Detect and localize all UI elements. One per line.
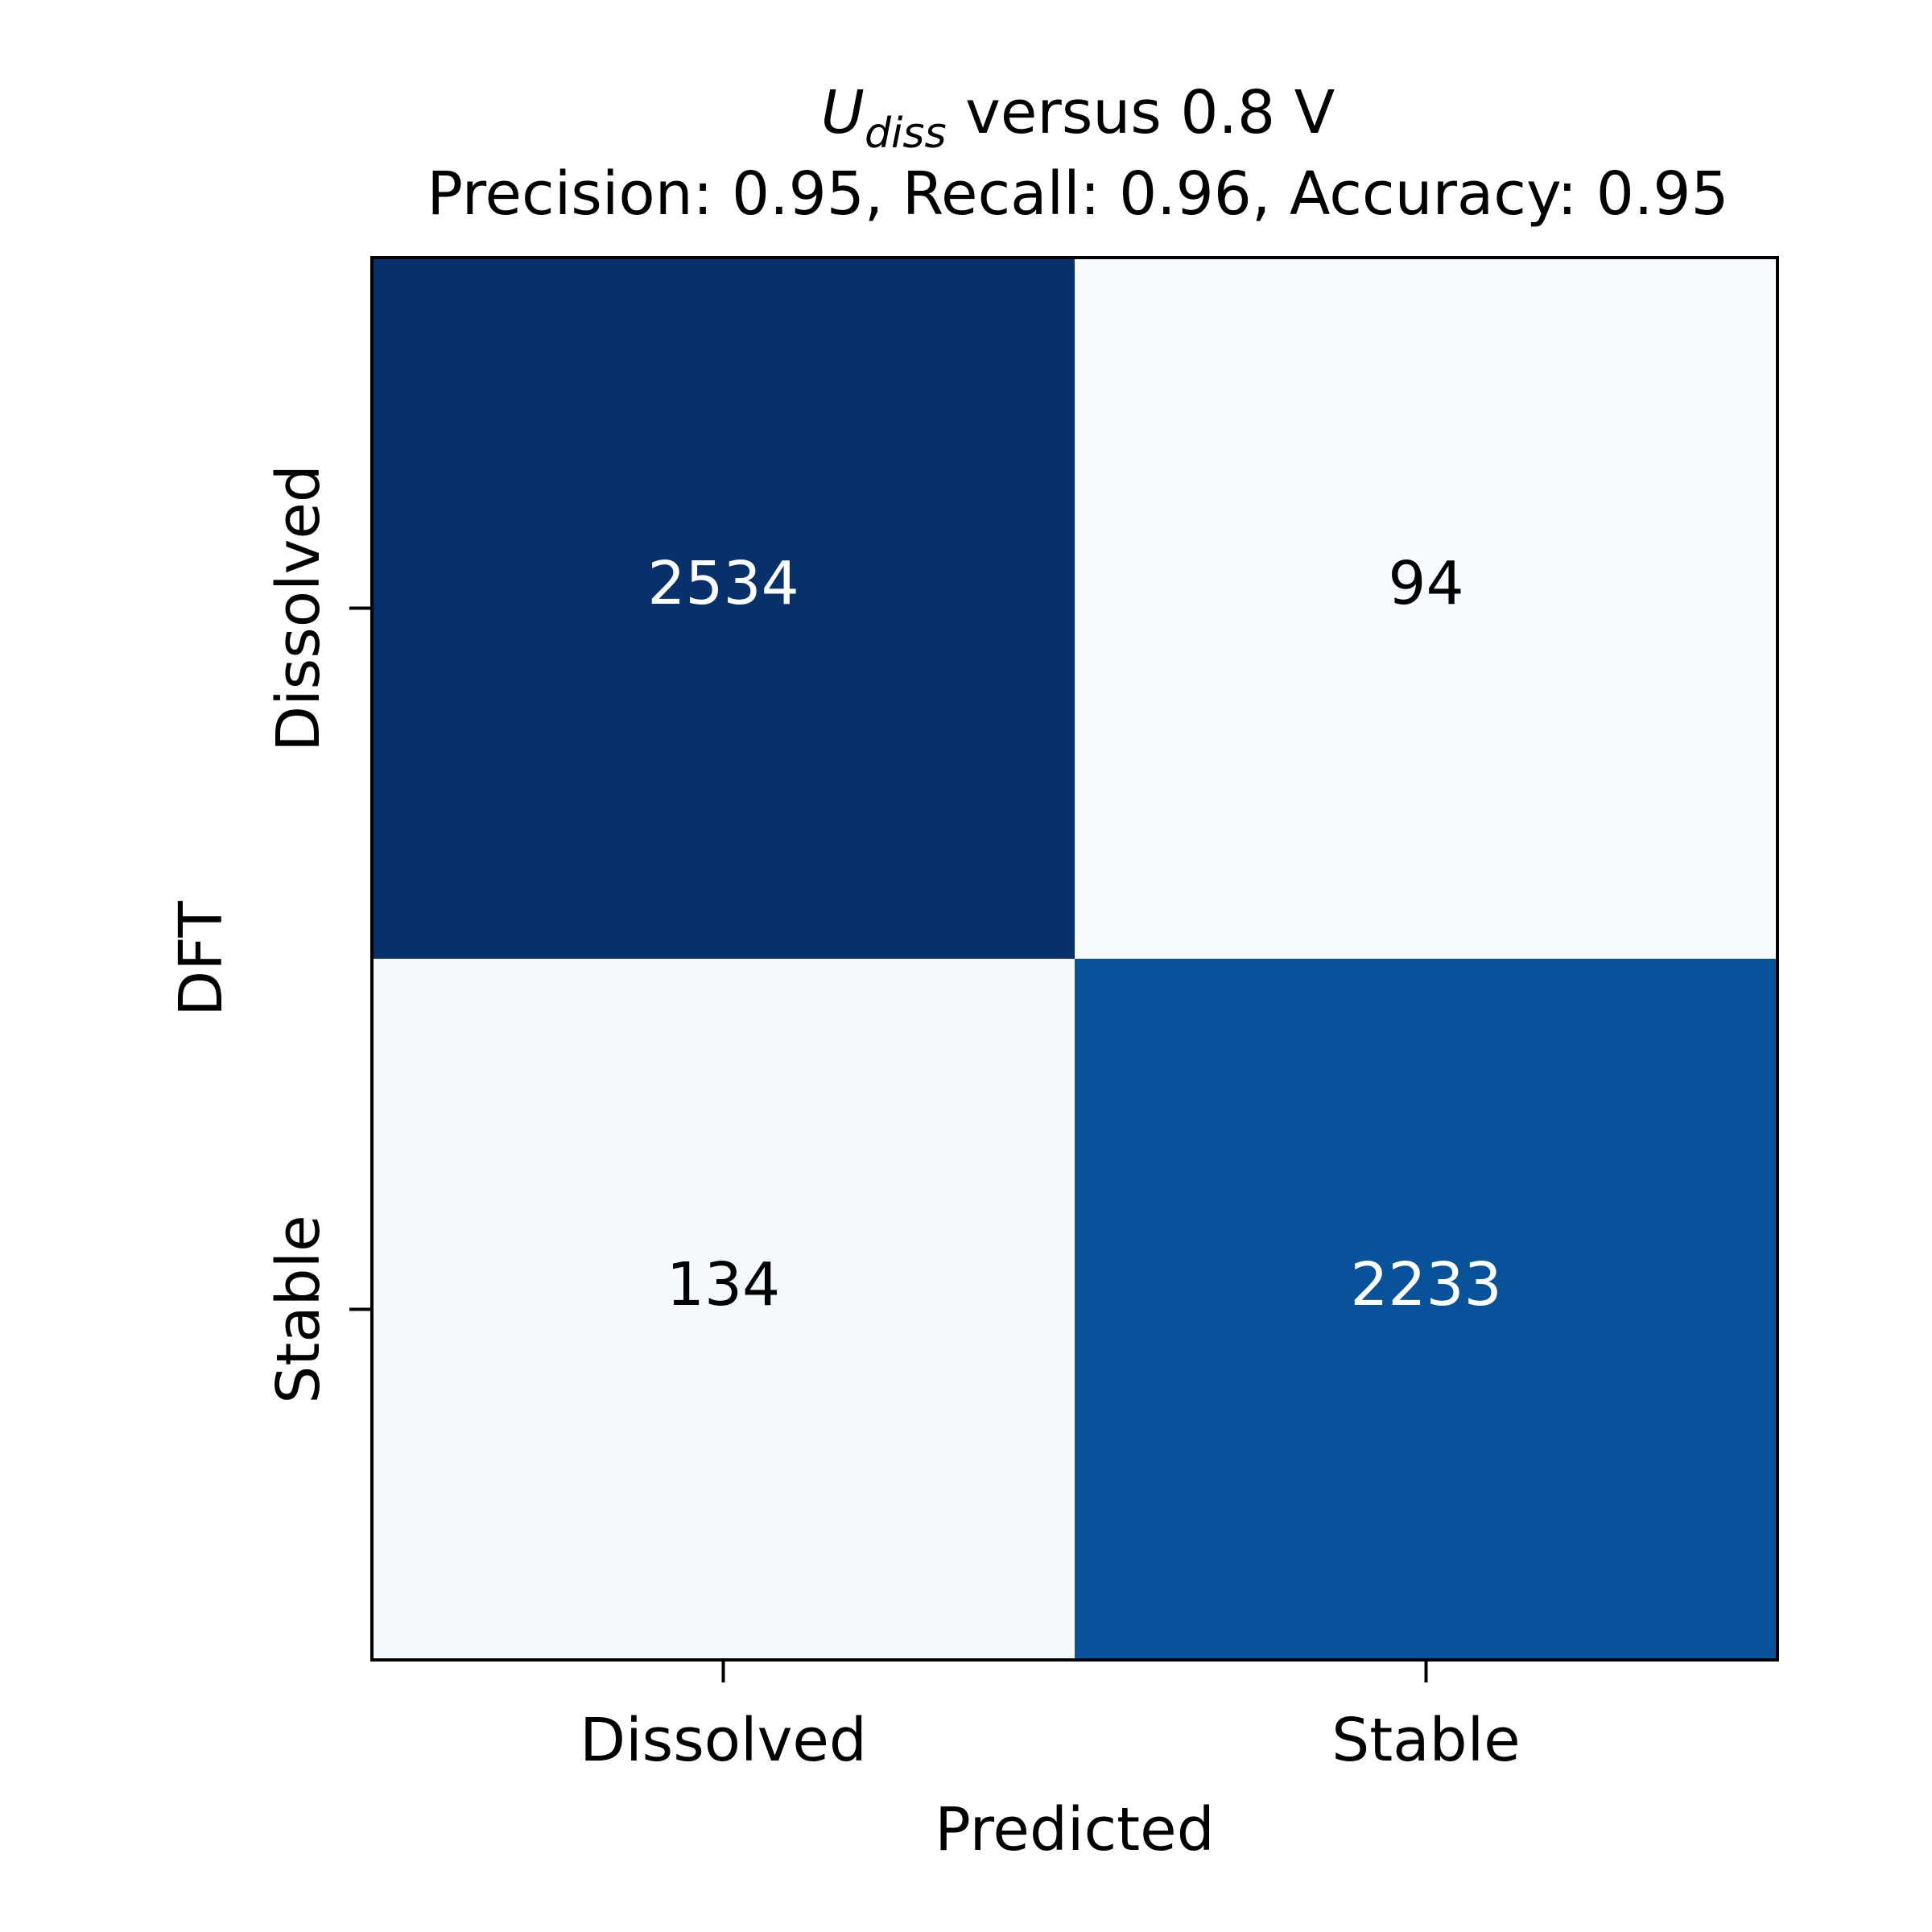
- x-tick-label-1: Stable: [1331, 1706, 1520, 1775]
- cell-value-0-1: 94: [1388, 549, 1463, 618]
- heatmap-cell-1-0: [372, 959, 1075, 1661]
- title-rest: versus 0.8 V: [947, 78, 1335, 147]
- heatmap-cell-1-1: [1075, 959, 1778, 1661]
- x-axis-label: Predicted: [935, 1795, 1214, 1864]
- chart-title: Udiss versus 0.8 V: [821, 78, 1335, 158]
- chart-subtitle: Precision: 0.95, Recall: 0.96, Accuracy:…: [427, 159, 1728, 229]
- cell-value-0-0: 2534: [647, 549, 799, 618]
- axis-ticks: Dissolved Stable Dissolved Stable: [264, 464, 1521, 1775]
- y-tick-label-1: Stable: [264, 1215, 333, 1403]
- y-axis-label: DFT: [167, 900, 236, 1016]
- heatmap-cells: [372, 258, 1778, 1661]
- y-tick-label-0: Dissolved: [264, 464, 333, 752]
- title-symbol: U: [821, 78, 865, 147]
- x-tick-label-0: Dissolved: [580, 1706, 867, 1775]
- heatmap-cell-0-1: [1075, 258, 1778, 960]
- heatmap-cell-0-0: [372, 258, 1075, 960]
- cell-value-labels: 2534 94 134 2233: [647, 549, 1501, 1319]
- title-subscript: diss: [865, 109, 947, 158]
- cell-value-1-1: 2233: [1350, 1250, 1501, 1319]
- plot-frame: [370, 256, 1779, 1662]
- cell-value-1-0: 134: [667, 1250, 780, 1319]
